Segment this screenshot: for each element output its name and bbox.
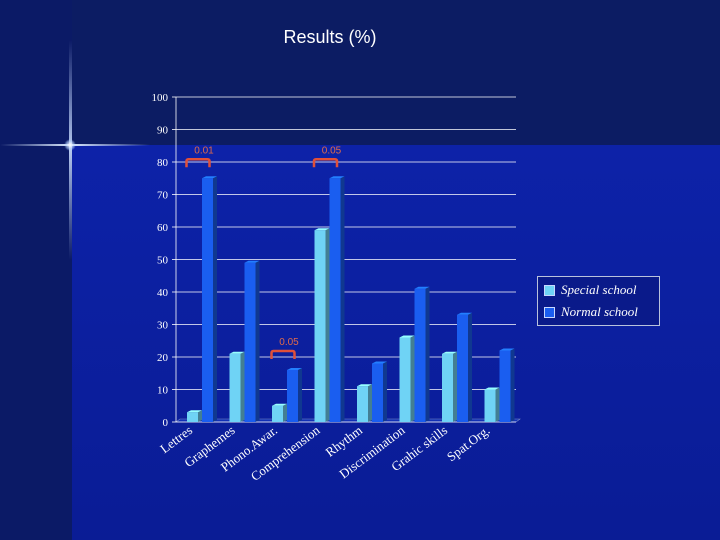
y-tick-label: 20 bbox=[157, 352, 169, 364]
significance-label: 0.05 bbox=[322, 145, 342, 156]
bar-normal-school-spat-org bbox=[499, 350, 511, 422]
bar-normal-school-lettres bbox=[202, 178, 213, 422]
y-tick-label: 70 bbox=[157, 190, 169, 202]
bar-normal-school-rhythm bbox=[372, 363, 383, 422]
bar-normal-school-phono-awar bbox=[287, 370, 298, 422]
bar-top-special-school-graphemes bbox=[229, 351, 245, 354]
bar-side-normal-school-comprehension bbox=[340, 176, 345, 422]
legend-label-special-school: Special school bbox=[561, 282, 637, 297]
y-tick-label: 40 bbox=[157, 287, 169, 299]
bar-normal-school-graphemes bbox=[244, 262, 256, 422]
bar-top-normal-school-comprehension bbox=[329, 176, 345, 179]
y-tick-label: 0 bbox=[163, 417, 169, 429]
chart-title: Results (%) bbox=[283, 27, 377, 47]
y-tick-label: 30 bbox=[157, 320, 169, 332]
legend-label-normal-school: Normal school bbox=[561, 304, 638, 319]
chart-legend: Special school Normal school bbox=[537, 276, 660, 326]
y-tick-label: 90 bbox=[157, 125, 169, 137]
bar-side-normal-school-spat-org bbox=[510, 348, 515, 422]
bar-special-school-graphemes bbox=[229, 353, 241, 422]
y-tick-label: 80 bbox=[157, 157, 169, 169]
bar-top-special-school-rhythm bbox=[357, 384, 372, 387]
bar-top-special-school-phono-awar bbox=[272, 403, 287, 406]
bar-side-normal-school-grahic-skills bbox=[468, 312, 472, 422]
legend-item-special-school: Special school bbox=[544, 282, 636, 298]
bar-side-special-school-lettres bbox=[198, 410, 202, 422]
legend-swatch-normal-school bbox=[544, 306, 555, 318]
significance-label: 0.05 bbox=[279, 337, 299, 348]
y-tick-label: 10 bbox=[157, 385, 169, 397]
bar-special-school-spat-org bbox=[484, 389, 496, 422]
significance-bracket bbox=[185, 158, 211, 168]
bar-top-special-school-spat-org bbox=[484, 387, 500, 390]
bar-normal-school-comprehension bbox=[329, 178, 341, 422]
bar-top-special-school-lettres bbox=[187, 410, 202, 413]
y-tick-label: 100 bbox=[152, 92, 169, 104]
significance-label: 0.01 bbox=[194, 145, 214, 156]
bar-special-school-lettres bbox=[187, 412, 198, 422]
legend-item-normal-school: Normal school bbox=[544, 304, 638, 320]
bar-side-normal-school-rhythm bbox=[383, 361, 387, 422]
bar-side-normal-school-discrimination bbox=[425, 286, 430, 422]
bar-normal-school-discrimination bbox=[414, 288, 426, 422]
background-main bbox=[72, 145, 720, 540]
y-tick-label: 60 bbox=[157, 222, 169, 234]
bar-side-special-school-graphemes bbox=[240, 351, 245, 422]
bar-side-normal-school-phono-awar bbox=[298, 368, 302, 422]
significance-bracket bbox=[312, 158, 339, 168]
bar-special-school-comprehension bbox=[314, 230, 326, 422]
bar-special-school-discrimination bbox=[399, 337, 411, 422]
bar-top-normal-school-discrimination bbox=[414, 286, 430, 289]
background-left bbox=[0, 0, 72, 540]
bar-special-school-rhythm bbox=[357, 386, 368, 422]
background-top bbox=[0, 0, 720, 145]
bar-normal-school-grahic-skills bbox=[457, 314, 468, 422]
bar-top-normal-school-lettres bbox=[202, 176, 217, 179]
bar-side-special-school-grahic-skills bbox=[453, 351, 457, 422]
bar-top-special-school-grahic-skills bbox=[442, 351, 457, 354]
x-tick-label-spat-org: Spat.Org. bbox=[444, 422, 493, 464]
legend-swatch-special-school bbox=[544, 284, 555, 296]
bar-side-special-school-comprehension bbox=[325, 228, 330, 422]
bar-top-normal-school-rhythm bbox=[372, 361, 387, 364]
bar-top-special-school-discrimination bbox=[399, 335, 415, 338]
bar-top-normal-school-graphemes bbox=[244, 260, 260, 263]
light-flare-center bbox=[64, 139, 76, 151]
bar-side-normal-school-graphemes bbox=[255, 260, 260, 422]
significance-bracket bbox=[270, 349, 296, 359]
bar-special-school-phono-awar bbox=[272, 405, 283, 422]
bar-side-normal-school-lettres bbox=[213, 176, 217, 422]
bar-top-normal-school-phono-awar bbox=[287, 368, 302, 370]
bar-top-normal-school-spat-org bbox=[499, 348, 515, 351]
bar-side-special-school-spat-org bbox=[495, 387, 500, 422]
bar-side-special-school-discrimination bbox=[410, 335, 415, 422]
bar-top-special-school-comprehension bbox=[314, 228, 330, 231]
y-tick-label: 50 bbox=[157, 255, 169, 267]
bar-side-special-school-phono-awar bbox=[283, 403, 287, 422]
bar-special-school-grahic-skills bbox=[442, 353, 453, 422]
bar-top-normal-school-grahic-skills bbox=[457, 312, 472, 315]
bar-side-special-school-rhythm bbox=[368, 384, 372, 422]
